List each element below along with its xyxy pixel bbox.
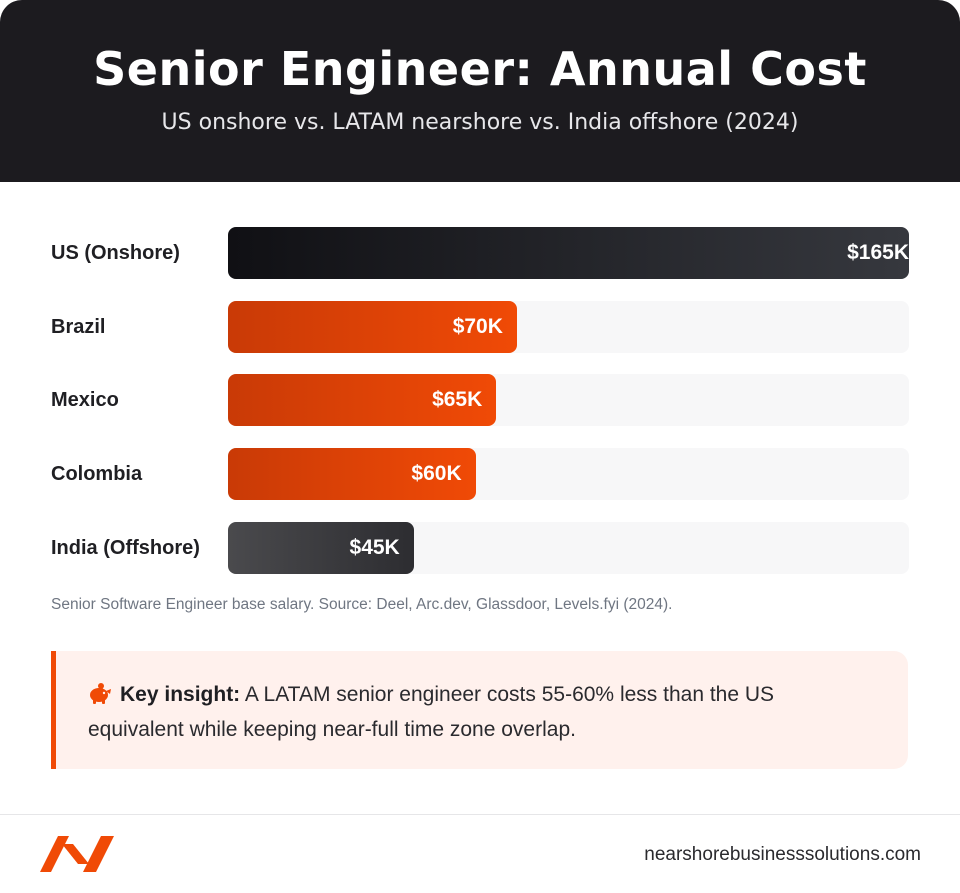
- bar: $70K: [228, 300, 517, 353]
- category-label: Mexico: [51, 389, 119, 412]
- chart-row: Colombia $60K: [0, 448, 960, 501]
- bar-value-label: $70K: [452, 314, 503, 338]
- bar: $60K: [228, 448, 476, 501]
- bar-chart: US (Onshore) $165K Brazil $70K Mexico $65K Col…: [0, 200, 960, 590]
- header: Senior Engineer: Annual Cost US onshore …: [0, 0, 960, 182]
- category-label: US (Onshore): [51, 242, 180, 264]
- chart-row: US (Onshore) $165K: [0, 227, 960, 279]
- insight-callout: Key insight: A LATAM senior engineer cos…: [51, 651, 908, 769]
- chart-row: Mexico $65K: [0, 374, 960, 427]
- footer-domain-link[interactable]: nearshorebusinesssolutions.com: [644, 844, 921, 865]
- insight-text-block: Key insight: A LATAM senior engineer cos…: [88, 679, 848, 746]
- bar-track: $70K: [228, 300, 909, 353]
- bar-value-label: $65K: [432, 388, 483, 412]
- category-label: Colombia: [51, 463, 143, 486]
- bar: $165K: [228, 227, 909, 279]
- insight-accent-bar: [51, 651, 56, 769]
- bar-track: $165K: [228, 227, 909, 279]
- category-label: India (Offshore): [51, 536, 200, 559]
- bar-track: $45K: [228, 521, 909, 574]
- category-label: Brazil: [51, 315, 106, 338]
- page-subtitle: US onshore vs. LATAM nearshore vs. India…: [161, 110, 799, 135]
- bar-track: $60K: [228, 448, 909, 501]
- page-title: Senior Engineer: Annual Cost: [93, 42, 867, 96]
- chart-row: Brazil $70K: [0, 300, 960, 353]
- chart-row: India (Offshore) $45K: [0, 521, 960, 574]
- piggy-bank-icon: [88, 682, 112, 714]
- source-note: Senior Software Engineer base salary. So…: [51, 596, 673, 613]
- insight-body: A LATAM senior engineer costs 55-60% les…: [88, 683, 775, 741]
- bar-track: $65K: [228, 374, 909, 427]
- bar-value-label: $45K: [349, 535, 400, 559]
- bar: $45K: [228, 521, 414, 574]
- bar-value-label: $165K: [847, 241, 909, 264]
- brand-logo[interactable]: [38, 834, 116, 879]
- insight-label: Key insight:: [120, 683, 241, 706]
- bar-value-label: $60K: [411, 462, 462, 486]
- bar: $65K: [228, 374, 497, 427]
- footer-divider: [0, 814, 960, 815]
